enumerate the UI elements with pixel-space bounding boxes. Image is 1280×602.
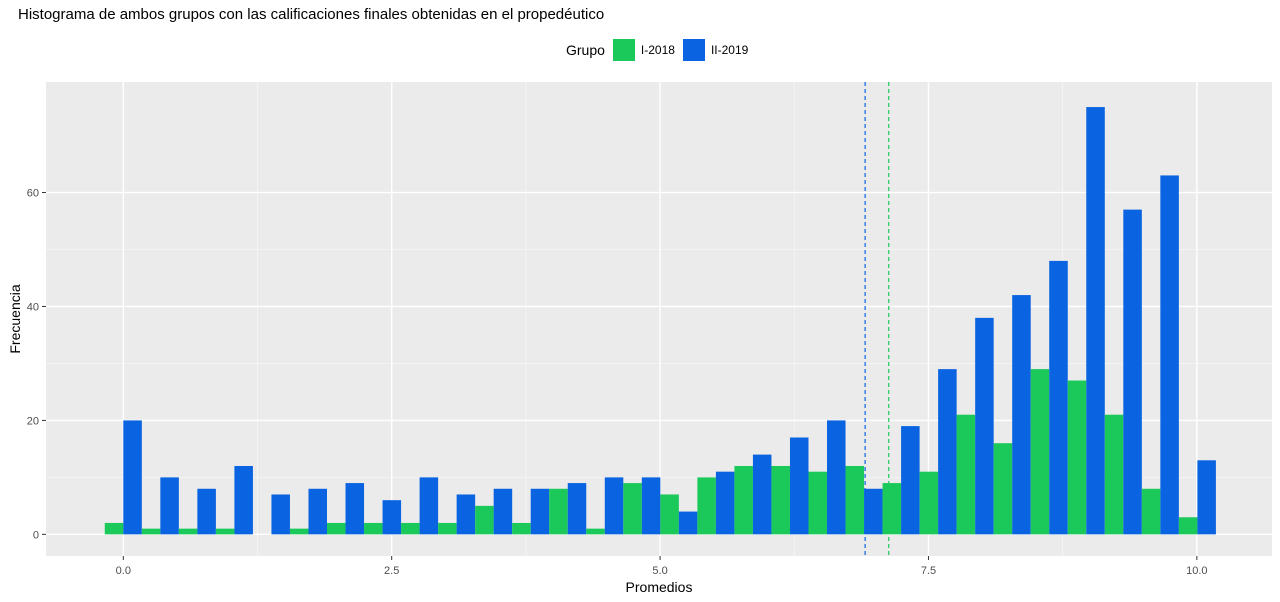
bar-ii-2019-22 xyxy=(938,369,957,535)
bar-i-2018-7 xyxy=(364,522,383,535)
bar-ii-2019-14 xyxy=(641,477,661,535)
bar-i-2018-24 xyxy=(993,443,1013,535)
bar-i-2018-1 xyxy=(141,528,161,535)
legend-key-ii-2019 xyxy=(682,39,705,61)
bar-i-2018-17 xyxy=(734,465,753,535)
legend-label-ii-2019: II-2019 xyxy=(710,43,749,57)
bar-i-2018-22 xyxy=(919,471,939,535)
bar-i-2018-5 xyxy=(289,528,309,535)
bar-ii-2019-26 xyxy=(1086,107,1105,535)
bar-i-2018-9 xyxy=(438,522,457,535)
bar-ii-2019-7 xyxy=(382,500,402,535)
bar-ii-2019-11 xyxy=(530,488,550,535)
bar-i-2018-6 xyxy=(327,522,346,535)
bar-i-2018-27 xyxy=(1104,414,1124,535)
x-tick-label: 0.0 xyxy=(116,565,131,577)
bar-ii-2019-15 xyxy=(678,511,698,535)
chart-title: Histograma de ambos grupos con las calif… xyxy=(18,6,605,23)
bar-i-2018-25 xyxy=(1030,369,1050,535)
bar-ii-2019-18 xyxy=(789,437,809,535)
bar-ii-2019-0 xyxy=(123,420,142,535)
bar-i-2018-28 xyxy=(1141,488,1161,535)
bar-i-2018-20 xyxy=(845,465,865,535)
bar-i-2018-14 xyxy=(623,483,642,535)
bar-ii-2019-29 xyxy=(1197,460,1216,535)
bar-i-2018-2 xyxy=(178,528,198,535)
x-axis-title: Promedios xyxy=(626,579,693,595)
y-tick-label: 0 xyxy=(33,529,39,541)
legend-item-ii-2019: II-2019 xyxy=(682,39,749,61)
bar-ii-2019-13 xyxy=(604,477,624,535)
bar-ii-2019-23 xyxy=(975,317,994,535)
bar-i-2018-15 xyxy=(660,494,679,535)
x-tick-label: 10.0 xyxy=(1186,565,1207,577)
x-tick-label: 5.0 xyxy=(652,565,667,577)
bar-ii-2019-17 xyxy=(752,454,772,535)
bar-ii-2019-2 xyxy=(197,488,216,535)
bar-i-2018-8 xyxy=(401,522,420,535)
legend-label-i-2018: I-2018 xyxy=(640,43,675,57)
bar-i-2018-16 xyxy=(697,477,716,535)
bar-ii-2019-3 xyxy=(234,465,253,535)
legend-item-i-2018: I-2018 xyxy=(612,39,675,61)
bar-i-2018-23 xyxy=(956,414,976,535)
legend-key-i-2018 xyxy=(612,39,635,61)
bar-ii-2019-19 xyxy=(827,420,846,535)
bar-ii-2019-25 xyxy=(1049,260,1068,535)
bar-ii-2019-28 xyxy=(1160,175,1179,535)
y-tick-label: 40 xyxy=(27,301,39,313)
bar-ii-2019-8 xyxy=(419,477,439,535)
x-tick-label: 2.5 xyxy=(384,565,399,577)
bar-i-2018-18 xyxy=(771,465,790,535)
bar-ii-2019-9 xyxy=(456,494,476,535)
bar-i-2018-29 xyxy=(1178,517,1198,535)
bar-ii-2019-6 xyxy=(345,483,365,535)
y-axis-title: Frecuencia xyxy=(7,284,23,353)
bar-i-2018-12 xyxy=(549,488,568,535)
bar-ii-2019-10 xyxy=(493,488,513,535)
bar-ii-2019-20 xyxy=(864,488,883,535)
bar-ii-2019-16 xyxy=(715,471,735,535)
bar-i-2018-11 xyxy=(512,522,531,535)
x-tick-label: 7.5 xyxy=(921,565,936,577)
bar-i-2018-0 xyxy=(104,522,124,535)
legend-title: Grupo xyxy=(566,42,605,58)
y-tick-label: 20 xyxy=(27,415,39,427)
bar-ii-2019-27 xyxy=(1123,209,1142,535)
bar-ii-2019-24 xyxy=(1012,295,1031,535)
bar-i-2018-19 xyxy=(808,471,828,535)
y-tick-label: 60 xyxy=(27,188,39,200)
bar-i-2018-13 xyxy=(586,528,605,535)
bar-i-2018-21 xyxy=(882,483,902,535)
bar-ii-2019-1 xyxy=(160,477,179,535)
bar-ii-2019-5 xyxy=(308,488,328,535)
bar-i-2018-3 xyxy=(215,528,235,535)
bar-i-2018-26 xyxy=(1067,380,1087,535)
bar-ii-2019-12 xyxy=(567,483,587,535)
bar-ii-2019-21 xyxy=(901,426,920,535)
legend: Grupo I-2018 II-2019 xyxy=(566,38,756,62)
bar-ii-2019-4 xyxy=(271,494,290,535)
bar-i-2018-10 xyxy=(475,505,494,535)
